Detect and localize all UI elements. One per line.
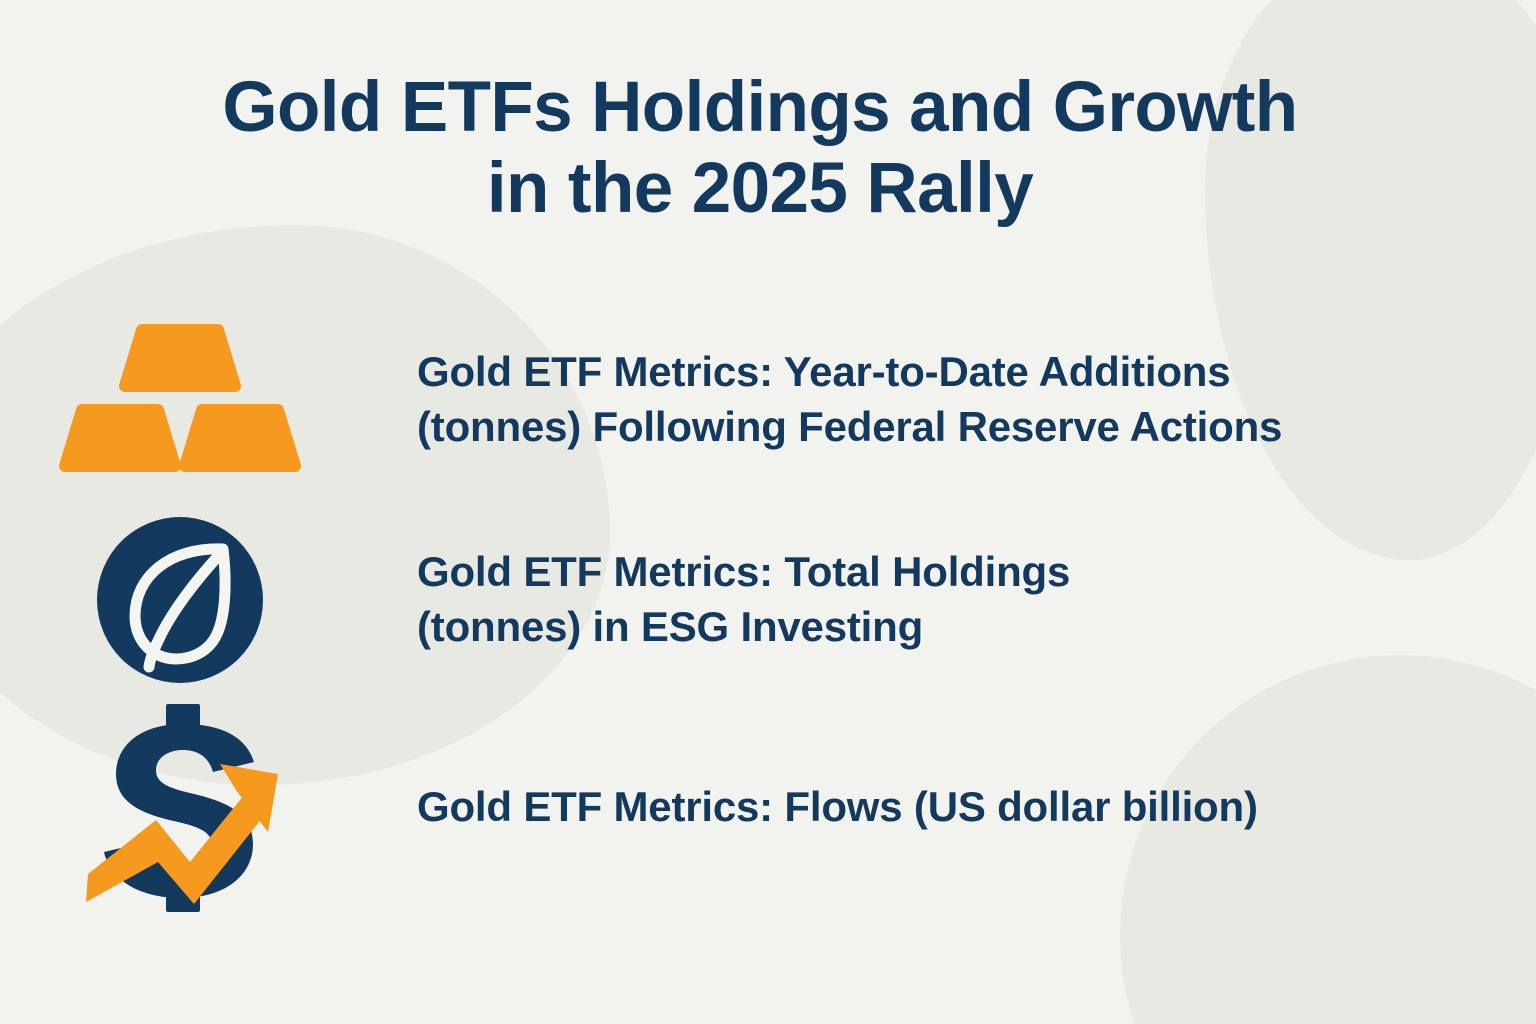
metric-icon-cell xyxy=(0,513,417,688)
metric-list: Gold ETF Metrics: Year-to-Date Additions… xyxy=(0,300,1536,915)
page-title-line-2: in the 2025 Rally xyxy=(486,148,1034,228)
dollar-growth-arrow-icon xyxy=(55,700,305,915)
page-title-line-1: Gold ETFs Holdings and Growth xyxy=(222,68,1298,147)
metric-label-line-1: Gold ETF Metrics: Flows (US dollar billi… xyxy=(417,783,1258,831)
metric-label-cell: Gold ETF Metrics: Total Holdings (tonnes… xyxy=(417,545,1536,654)
metric-label-cell: Gold ETF Metrics: Year-to-Date Additions… xyxy=(417,345,1536,454)
gold-bars-icon xyxy=(55,308,305,493)
list-item: Gold ETF Metrics: Flows (US dollar billi… xyxy=(0,700,1536,915)
list-item: Gold ETF Metrics: Year-to-Date Additions… xyxy=(0,300,1536,500)
page-title: Gold ETFs Holdings and Growth in the 202… xyxy=(145,68,1375,230)
metric-label-line-2: (tonnes) in ESG Investing xyxy=(417,603,924,650)
metric-icon-cell xyxy=(0,308,417,493)
metric-label-line-2: (tonnes) Following Federal Reserve Actio… xyxy=(417,403,1283,450)
list-item: Gold ETF Metrics: Total Holdings (tonnes… xyxy=(0,500,1536,700)
metric-label-line-1: Gold ETF Metrics: Total Holdings xyxy=(417,548,1071,596)
metric-label-line-1: Gold ETF Metrics: Year-to-Date Additions xyxy=(417,348,1231,396)
leaf-circle-icon xyxy=(55,513,305,688)
metric-label-cell: Gold ETF Metrics: Flows (US dollar billi… xyxy=(417,780,1536,835)
metric-icon-cell xyxy=(0,700,417,915)
